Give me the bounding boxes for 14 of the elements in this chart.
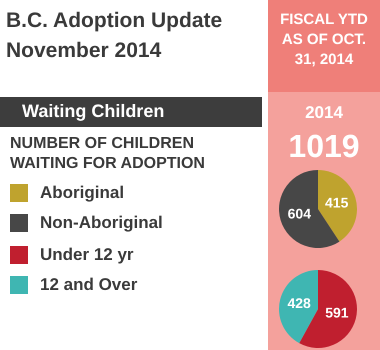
legend-label: Under 12 yr xyxy=(40,245,134,265)
legend-title: NUMBER OF CHILDREN WAITING FOR ADOPTION xyxy=(10,134,206,174)
chart-title: B.C. Adoption Update November 2014 xyxy=(6,8,224,64)
text: 1019 xyxy=(287,128,361,165)
text: FISCAL YTD AS OF OCT. 31, 2014 xyxy=(279,10,369,70)
data-label: 415 xyxy=(325,194,349,210)
data-label: 428 xyxy=(287,295,312,312)
data-label: 591 xyxy=(325,304,349,321)
data-label: 604 xyxy=(288,205,312,222)
legend-label: 12 and Over xyxy=(40,275,138,295)
legend-label: Aboriginal xyxy=(40,183,124,203)
legend-label: Non-Aboriginal xyxy=(40,213,163,233)
chart-subtitle: Waiting Children xyxy=(22,101,164,122)
text: 2014 xyxy=(304,103,344,123)
